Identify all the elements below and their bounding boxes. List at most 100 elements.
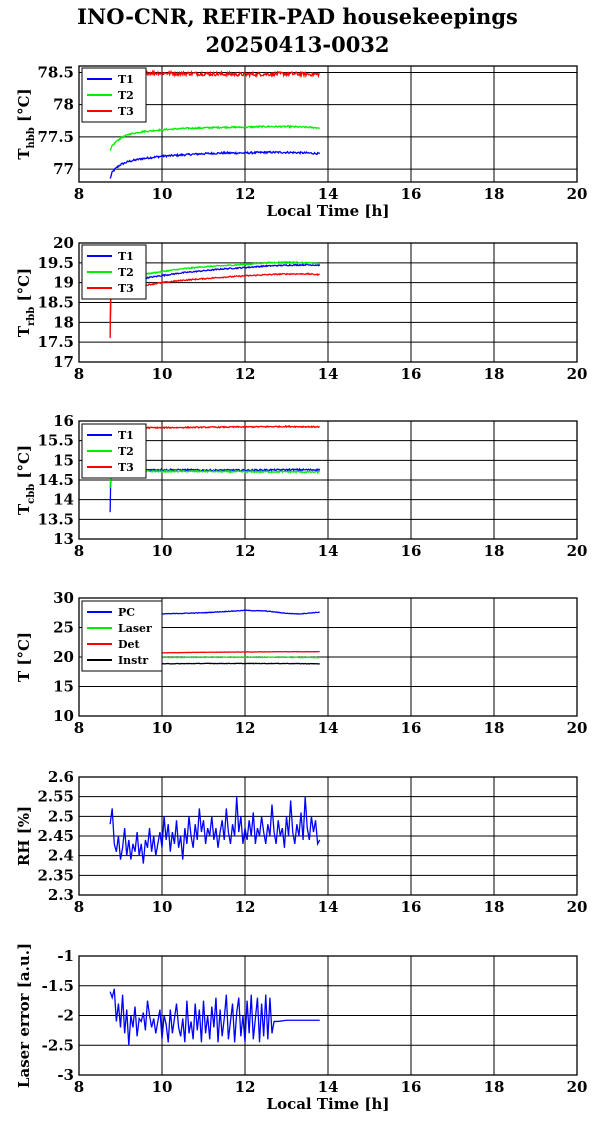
- y-axis-label: Laser error [a.u.]: [15, 943, 33, 1088]
- y-axis-label-subscript: rbb: [26, 307, 37, 326]
- y-axis-label-main: RH [%]: [15, 806, 33, 866]
- x-tick-label: 8: [74, 898, 84, 916]
- x-tick-label: 12: [235, 898, 256, 916]
- legend-label-laser: Laser: [118, 622, 152, 635]
- x-tick-label: 10: [152, 719, 173, 737]
- x-tick-label: 12: [235, 185, 256, 203]
- y-tick-label: 19: [53, 274, 74, 292]
- x-tick-label: 20: [567, 719, 588, 737]
- y-axis-label: Tcbb [°C]: [15, 445, 37, 515]
- legend-label-t1: T1: [118, 250, 134, 263]
- y-tick-label: 13: [53, 530, 74, 548]
- y-axis-label-unit: [°C]: [15, 88, 33, 127]
- x-tick-label: 8: [74, 185, 84, 203]
- legend: PC Laser Det Instr: [81, 600, 163, 672]
- y-axis-label-main: T: [15, 503, 33, 515]
- series-line-data: [109, 796, 321, 864]
- legend: T1 T2 T3: [81, 423, 147, 479]
- x-tick-label: 14: [318, 542, 339, 560]
- y-tick-label: 18.5: [37, 294, 74, 312]
- y-tick-label: 18: [53, 313, 74, 331]
- y-axis-label: RH [%]: [15, 806, 33, 866]
- x-tick-label: 16: [401, 365, 422, 383]
- x-tick-label: 14: [318, 365, 339, 383]
- x-tick-label: 20: [567, 1078, 588, 1096]
- legend-label-det: Det: [118, 638, 141, 651]
- y-axis-label-unit: [°C]: [15, 445, 33, 484]
- y-tick-label: 2.3: [48, 886, 74, 904]
- y-tick-label: 14: [53, 491, 74, 509]
- y-tick-label: 20: [53, 234, 74, 252]
- x-tick-label: 16: [401, 542, 422, 560]
- y-axis-label: T [°C]: [15, 632, 33, 682]
- y-axis-label-main: T: [15, 148, 33, 160]
- y-tick-label: 13.5: [37, 510, 74, 528]
- x-tick-label: 18: [484, 898, 505, 916]
- plot-frame: [78, 242, 578, 363]
- x-tick-label: 14: [318, 719, 339, 737]
- y-tick-label: -1: [57, 947, 74, 965]
- x-tick-label: 18: [484, 365, 505, 383]
- x-tick-label: 16: [401, 1078, 422, 1096]
- x-tick-label: 14: [318, 1078, 339, 1096]
- x-tick-label: 10: [152, 365, 173, 383]
- chart-hbb: 8 10 12 14 16 18 20 77 77.5 78 78.5 Local Time [h] T…: [15, 63, 587, 220]
- y-tick-label: 19.5: [37, 254, 74, 272]
- x-tick-label: 20: [567, 365, 588, 383]
- y-tick-label: 15: [53, 451, 74, 469]
- y-axis-label-main: Laser error [a.u.]: [15, 943, 33, 1088]
- y-axis-label-main: T: [15, 325, 33, 337]
- y-tick-label: 10: [53, 707, 74, 725]
- chart-title-line2: 20250413-0032: [205, 32, 390, 57]
- y-tick-label: 2.35: [37, 866, 74, 884]
- legend-label-pc: PC: [118, 606, 135, 619]
- x-tick-label: 16: [401, 898, 422, 916]
- x-tick-label: 12: [235, 542, 256, 560]
- chart-rh: 8 10 12 14 16 18 20 2.3 2.352.4 2.45 2.52.55 2.6 RH …: [15, 768, 587, 916]
- legend-label-t1: T1: [118, 73, 134, 86]
- x-tick-label: 16: [401, 719, 422, 737]
- x-tick-label: 12: [235, 365, 256, 383]
- x-tick-label: 14: [318, 898, 339, 916]
- y-tick-label: 77.5: [37, 128, 74, 146]
- y-tick-label: -2: [57, 1007, 74, 1025]
- y-tick-label: 20: [53, 648, 74, 666]
- x-tick-label: 18: [484, 542, 505, 560]
- legend-label-t2: T2: [118, 266, 134, 279]
- x-tick-label: 8: [74, 1078, 84, 1096]
- y-tick-label: 15.5: [37, 432, 74, 450]
- x-tick-label: 18: [484, 1078, 505, 1096]
- series-line-t2: [109, 124, 321, 151]
- y-tick-label: 15: [53, 678, 74, 696]
- y-tick-label: 2.4: [48, 847, 74, 865]
- y-tick-label: 25: [53, 619, 74, 637]
- legend-label-t2: T2: [118, 89, 134, 102]
- chart-laser: 8 10 12 14 16 18 20 -3 -2.5 -2 -1.5 -1 Local Time [h…: [15, 943, 587, 1113]
- y-axis-label-main: T [°C]: [15, 632, 33, 682]
- y-axis-label-unit: [°C]: [15, 268, 33, 307]
- plot-frame: [78, 597, 578, 717]
- plot-frame: [78, 776, 578, 896]
- x-tick-label: 12: [235, 1078, 256, 1096]
- legend-label-instr: Instr: [118, 654, 148, 667]
- x-tick-label: 10: [152, 185, 173, 203]
- x-tick-label: 20: [567, 542, 588, 560]
- x-tick-label: 16: [401, 185, 422, 203]
- y-tick-label: -2.5: [42, 1036, 74, 1054]
- x-tick-label: 20: [567, 898, 588, 916]
- plot-frame: [78, 65, 578, 183]
- x-axis-label: Local Time [h]: [267, 1095, 390, 1113]
- x-tick-label: 12: [235, 719, 256, 737]
- series-line-data: [109, 988, 320, 1046]
- y-tick-label: 17: [53, 353, 74, 371]
- y-tick-label: 78: [53, 96, 74, 114]
- y-tick-label: -1.5: [42, 977, 74, 995]
- x-tick-label: 10: [152, 898, 173, 916]
- chart-title-line1: INO-CNR, REFIR-PAD housekeepings: [77, 4, 518, 29]
- y-tick-label: 78.5: [37, 63, 74, 81]
- y-axis-label: Thbb [°C]: [15, 88, 37, 159]
